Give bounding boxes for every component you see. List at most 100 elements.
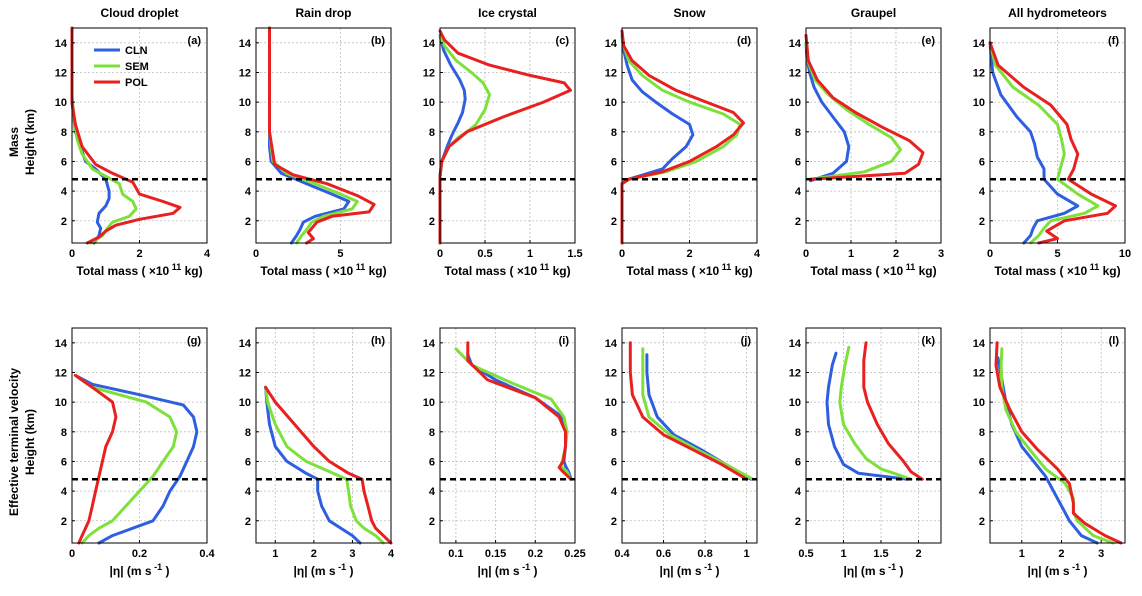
y-tick-label: 6 (611, 456, 617, 468)
x-tick-label: 1 (272, 548, 278, 560)
y-tick-label: 2 (245, 216, 251, 228)
x-tick-label: 0.4 (614, 548, 630, 560)
y-tick-label: 4 (429, 186, 436, 198)
series-line-cln (825, 351, 909, 481)
y-tick-label: 2 (979, 216, 985, 228)
x-tick-label: 3 (349, 548, 355, 560)
x-tick-label: 3 (938, 248, 944, 260)
x-tick-label: 2 (136, 248, 142, 260)
y-tick-label: 10 (423, 397, 435, 409)
y-tick-label: 10 (423, 97, 435, 109)
y-tick-label: 6 (979, 156, 985, 168)
y-tick-label: 6 (795, 156, 801, 168)
legend-label-pol: POL (125, 77, 148, 89)
x-tick-label: 2 (915, 548, 921, 560)
series-line-sem (988, 41, 1100, 245)
series-line-pol (438, 29, 572, 245)
y-tick-label: 10 (789, 97, 801, 109)
y-tick-label: 4 (979, 186, 986, 198)
y-tick-label: 8 (611, 427, 617, 439)
plot-area (440, 328, 575, 543)
row-label-velocity: Effective terminal velocity (7, 368, 21, 516)
series-line-cln (268, 26, 351, 245)
panel-letter: (j) (741, 335, 752, 347)
series-line-sem (641, 347, 755, 481)
x-axis-label: Total mass ( ×10 11 kg) (626, 262, 752, 278)
x-tick-label: 10 (1119, 248, 1131, 260)
y-tick-label: 14 (789, 38, 802, 50)
y-tick-label: 12 (973, 67, 985, 79)
plot-area (72, 28, 207, 243)
panel-letter: (k) (922, 335, 936, 347)
y-tick-label: 12 (789, 67, 801, 79)
y-tick-label: 2 (795, 516, 801, 528)
panel-letter: (h) (371, 335, 385, 347)
panel-c: 2 4 6 8 10 12 14 0 0.5 1 1.5 (c) Ice crystal Total ma… (423, 6, 583, 278)
series-line-pol (988, 41, 1117, 245)
x-tick-label: 0.25 (564, 548, 585, 560)
y-tick-label: 6 (429, 156, 435, 168)
y-tick-label: 10 (605, 97, 617, 109)
x-tick-label: 1 (1019, 548, 1025, 560)
y-tick-label: 8 (979, 127, 985, 139)
x-axis-label: |η| (m s -1 ) (110, 562, 170, 578)
y-tick-label: 14 (423, 38, 436, 50)
y-tick-label: 12 (239, 67, 251, 79)
plot-area (72, 328, 207, 543)
y-tick-label: 10 (789, 397, 801, 409)
panel-letter: (i) (559, 335, 570, 347)
x-axis-label: Total mass ( ×10 11 kg) (444, 262, 570, 278)
x-tick-label: 0 (69, 548, 75, 560)
series-line-pol (73, 373, 118, 545)
axes-frame (255, 27, 392, 244)
y-tick-label: 4 (245, 486, 252, 498)
series-line-pol (994, 341, 1123, 545)
panel-letter: (g) (187, 335, 201, 347)
x-axis-label: Total mass ( ×10 11 kg) (76, 262, 202, 278)
y-tick-label: 14 (973, 38, 986, 50)
x-tick-label: 4 (388, 548, 395, 560)
x-tick-label: 0.1 (448, 548, 463, 560)
y-tick-label: 10 (55, 97, 67, 109)
x-axis-label: Total mass ( ×10 11 kg) (994, 262, 1120, 278)
series-line-pol (620, 29, 745, 245)
axes-frame (621, 327, 758, 544)
x-tick-label: 0 (987, 248, 993, 260)
y-tick-label: 14 (239, 38, 252, 50)
y-tick-label: 10 (973, 397, 985, 409)
y-tick-label: 4 (61, 486, 68, 498)
x-tick-label: 1 (527, 248, 533, 260)
series-line-sem (838, 345, 913, 481)
x-tick-label: 4 (754, 248, 761, 260)
axes-frame (255, 327, 392, 544)
x-tick-label: 0.4 (199, 548, 215, 560)
y-tick-label: 10 (239, 397, 251, 409)
y-tick-label: 14 (973, 338, 986, 350)
panel-j: 2 4 6 8 10 12 14 0.4 0.6 0.8 1 (j) |η| (m s -1 ) (605, 327, 758, 578)
y-tick-label: 6 (245, 456, 251, 468)
x-tick-label: 1.5 (873, 548, 888, 560)
series-line-pol (264, 385, 393, 545)
x-tick-label: 0.8 (697, 548, 712, 560)
plot-area (990, 328, 1125, 543)
y-tick-label: 8 (795, 427, 801, 439)
axes-frame (439, 327, 576, 544)
x-axis-label: |η| (m s -1 ) (1028, 562, 1088, 578)
y-tick-label: 12 (423, 67, 435, 79)
panel-letter: (a) (188, 35, 202, 47)
x-axis-label: |η| (m s -1 ) (294, 562, 354, 578)
axes-frame (805, 327, 942, 544)
x-tick-label: 2 (311, 548, 317, 560)
axes-frame (439, 27, 576, 244)
x-tick-label: 3 (1098, 548, 1104, 560)
series-line-pol (628, 341, 749, 481)
panel-title: All hydrometeors (1008, 6, 1107, 20)
y-tick-label: 12 (55, 67, 67, 79)
y-tick-label: 6 (61, 156, 67, 168)
series-line-sem (73, 373, 179, 545)
y-tick-label: 12 (605, 367, 617, 379)
y-tick-label: 2 (245, 516, 251, 528)
